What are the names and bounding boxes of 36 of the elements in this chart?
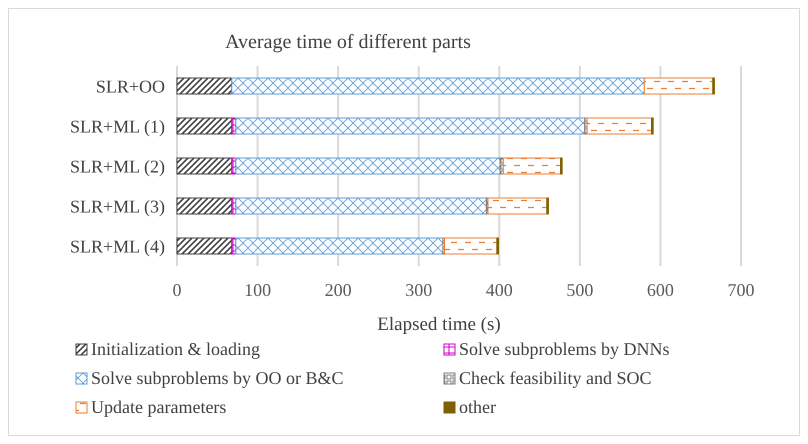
y-tick-label: SLR+ML (1) [70, 116, 166, 136]
bar [235, 238, 444, 254]
y-tick-label: SLR+ML (2) [70, 156, 166, 176]
bar [176, 78, 232, 94]
x-tick-label: 600 [646, 280, 674, 300]
bar [176, 118, 232, 134]
legend-label: other [459, 397, 496, 417]
bar [502, 158, 562, 174]
x-tick-label: 300 [405, 280, 432, 300]
bar [235, 118, 586, 134]
legend-label: Update parameters [91, 397, 226, 417]
bar [235, 198, 487, 214]
x-tick-label: 500 [566, 280, 594, 300]
bar [176, 238, 232, 254]
legend-label: Solve subproblems by OO or B&C [91, 368, 344, 388]
y-tick-label: SLR+ML (4) [70, 236, 166, 256]
y-tick-label: SLR+ML (3) [70, 196, 166, 216]
x-tick-label: 400 [486, 280, 513, 300]
bar [235, 158, 501, 174]
bar [176, 158, 232, 174]
bar [586, 118, 652, 134]
chart-title: Average time of different parts [225, 31, 472, 53]
legend-label: Check feasibility and SOC [459, 368, 652, 388]
bar [644, 78, 714, 94]
bar [488, 198, 548, 214]
legend-label: Initialization & loading [91, 339, 260, 359]
bar [176, 198, 232, 214]
x-tick-label: 200 [324, 280, 352, 300]
bar [444, 238, 498, 254]
x-tick-label: 700 [728, 280, 754, 300]
x-axis-title: Elapsed time (s) [377, 314, 501, 335]
bar [231, 78, 645, 94]
x-tick-label: 100 [244, 280, 272, 300]
legend-label: Solve subproblems by DNNs [459, 339, 670, 359]
y-tick-label: SLR+OO [96, 76, 165, 96]
x-tick-label: 0 [172, 280, 182, 300]
